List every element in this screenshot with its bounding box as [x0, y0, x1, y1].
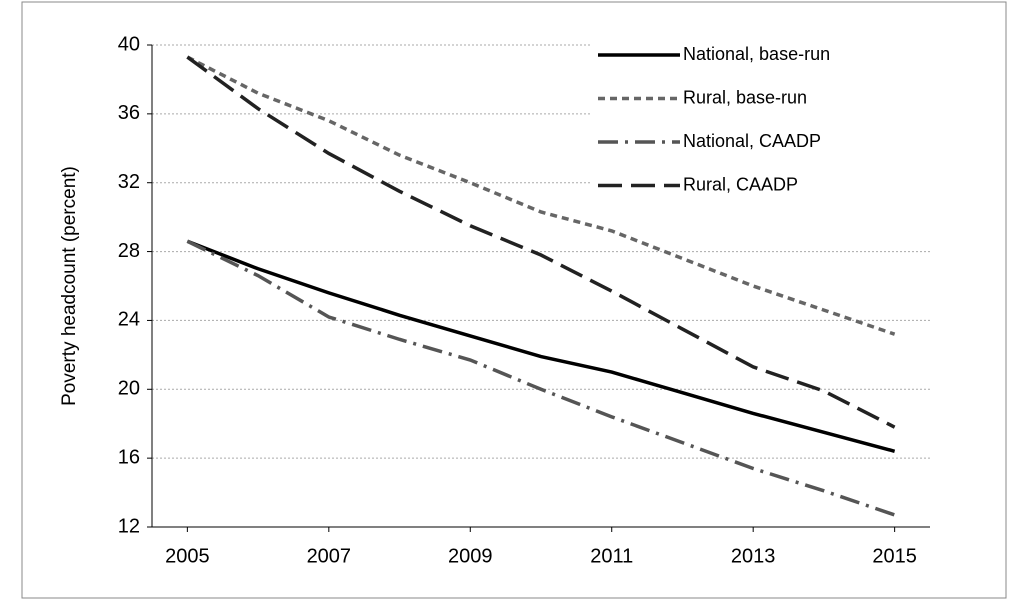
- x-tick-label: 2015: [872, 545, 917, 567]
- legend-label: Rural, base-run: [683, 87, 807, 107]
- y-tick-label: 28: [118, 240, 140, 262]
- y-tick-label: 40: [118, 33, 140, 55]
- series-line: [186, 55, 896, 336]
- y-tick-label: 20: [118, 378, 140, 400]
- x-tick-label: 2013: [731, 545, 776, 567]
- series-line: [186, 239, 896, 453]
- legend-label: National, base-run: [683, 44, 830, 64]
- series-line: [186, 55, 896, 429]
- legend-label: Rural, CAADP: [683, 174, 798, 194]
- y-tick-label: 24: [118, 309, 140, 331]
- y-tick-label: 12: [118, 515, 140, 537]
- legend-box: [590, 35, 930, 205]
- x-tick-label: 2007: [307, 545, 352, 567]
- y-tick-label: 36: [118, 102, 140, 124]
- x-tick-label: 2011: [590, 545, 633, 567]
- x-tick-label: 2005: [165, 545, 210, 567]
- frame: [21, 1, 1007, 599]
- y-tick-label: 32: [118, 171, 140, 193]
- x-tick-label: 2009: [448, 545, 493, 567]
- legend-label: National, CAADP: [683, 131, 821, 151]
- y-tick-label: 16: [118, 446, 140, 468]
- series-line: [186, 239, 896, 517]
- y-axis-label: Poverty headcount (percent): [59, 166, 80, 406]
